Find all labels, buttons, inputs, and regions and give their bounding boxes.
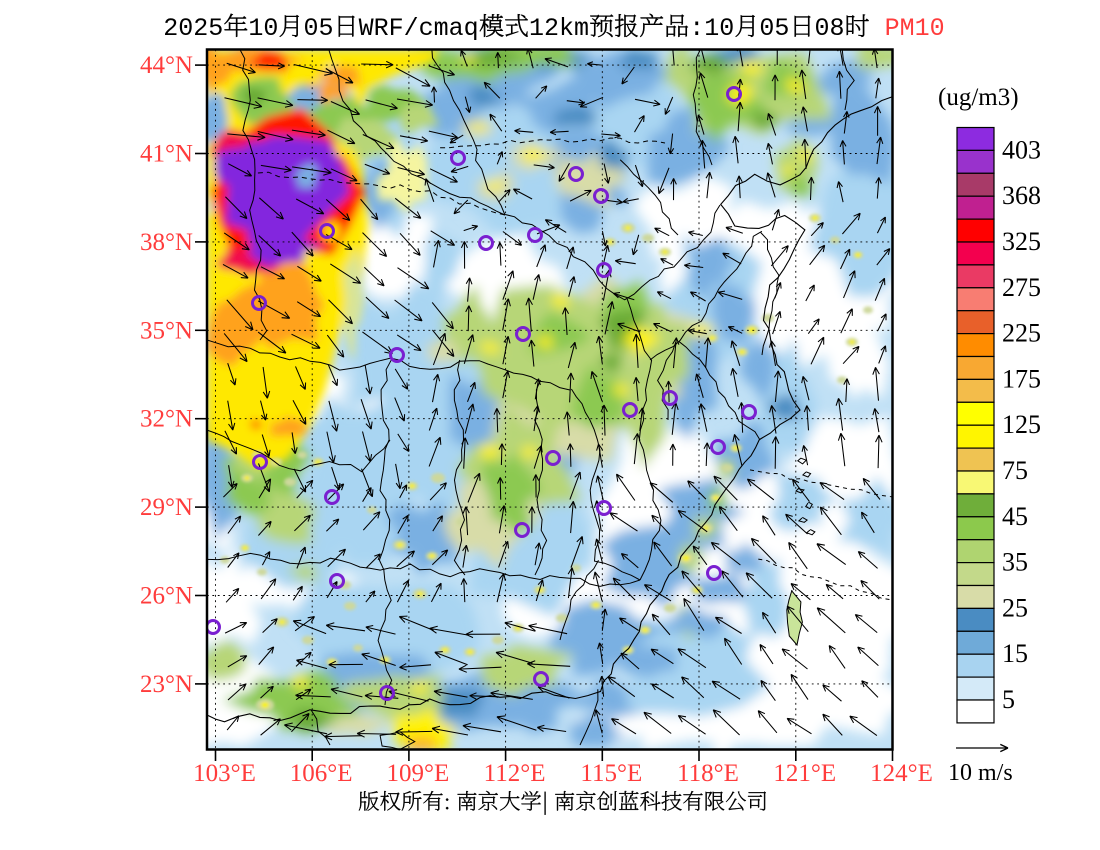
- svg-text:325: 325: [1002, 227, 1041, 256]
- svg-text:05: 05: [304, 14, 334, 43]
- svg-text:10: 10: [704, 14, 734, 43]
- svg-text:112°E: 112°E: [484, 760, 546, 787]
- svg-text:115°E: 115°E: [580, 760, 642, 787]
- svg-text:275: 275: [1002, 273, 1041, 302]
- svg-text:225: 225: [1002, 319, 1041, 348]
- svg-text:32°N: 32°N: [140, 406, 193, 433]
- svg-text:368: 368: [1002, 181, 1041, 210]
- svg-text:35: 35: [1002, 548, 1028, 577]
- svg-text:45: 45: [1002, 502, 1028, 531]
- svg-text:29°N: 29°N: [140, 494, 193, 521]
- svg-text:08: 08: [815, 14, 845, 43]
- svg-text:05: 05: [759, 14, 789, 43]
- svg-text:(ug/m3): (ug/m3): [938, 84, 1019, 111]
- svg-text:106°E: 106°E: [290, 760, 353, 787]
- svg-text:44°N: 44°N: [140, 52, 193, 79]
- svg-text:PM10: PM10: [885, 14, 945, 43]
- svg-text:2025: 2025: [163, 14, 223, 43]
- svg-text:10: 10: [248, 14, 278, 43]
- svg-text:403: 403: [1002, 135, 1041, 164]
- svg-text:75: 75: [1002, 456, 1028, 485]
- svg-text:109°E: 109°E: [387, 760, 450, 787]
- svg-text:12km: 12km: [529, 14, 589, 43]
- svg-text:5: 5: [1002, 685, 1015, 714]
- svg-text::: :: [689, 14, 704, 43]
- svg-text:23°N: 23°N: [140, 671, 193, 698]
- svg-text:26°N: 26°N: [140, 583, 193, 610]
- svg-text:10 m/s: 10 m/s: [948, 760, 1013, 786]
- svg-text:35°N: 35°N: [140, 317, 193, 344]
- svg-text:125: 125: [1002, 410, 1041, 439]
- svg-text:118°E: 118°E: [677, 760, 739, 787]
- svg-text:15: 15: [1002, 639, 1028, 668]
- svg-text:103°E: 103°E: [193, 760, 256, 787]
- svg-text:121°E: 121°E: [773, 760, 836, 787]
- svg-text:25: 25: [1002, 593, 1028, 622]
- svg-text:WRF/cmaq: WRF/cmaq: [359, 14, 479, 43]
- svg-text:124°E: 124°E: [870, 760, 933, 787]
- svg-text:175: 175: [1002, 364, 1041, 393]
- svg-text:41°N: 41°N: [140, 141, 193, 168]
- svg-text:38°N: 38°N: [140, 229, 193, 256]
